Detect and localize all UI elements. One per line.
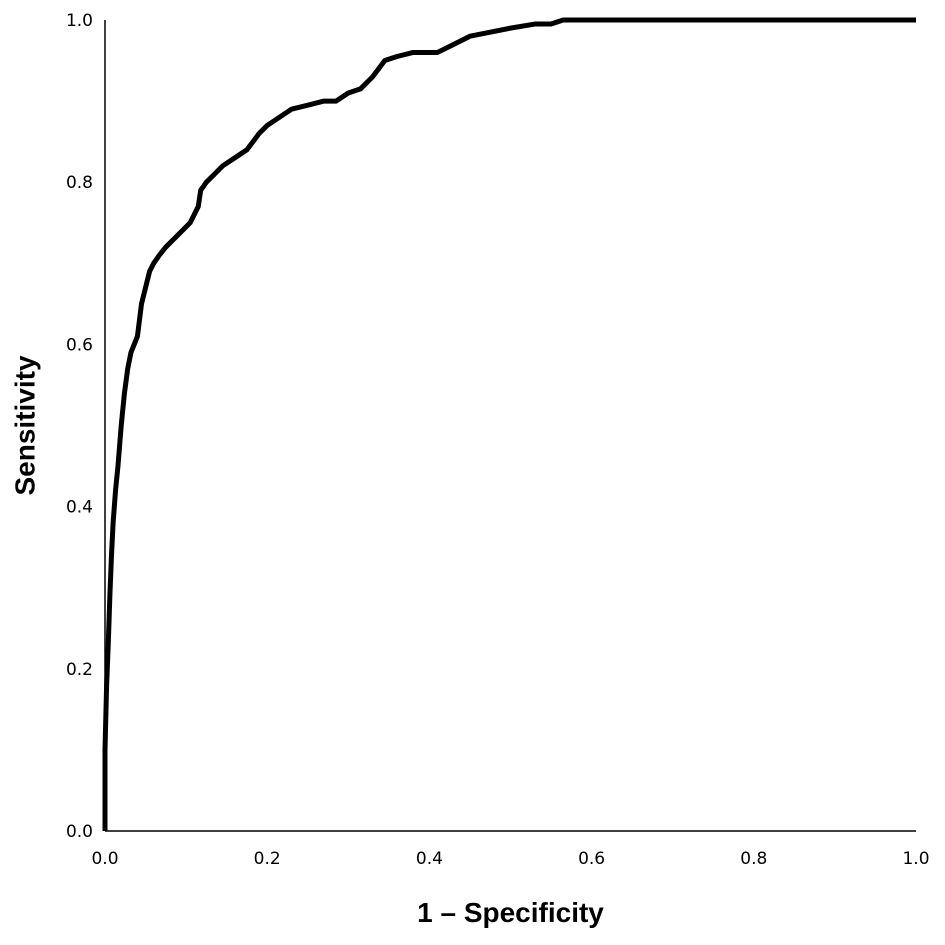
- y-tick-label: 0.8: [66, 173, 93, 193]
- x-tick-label: 0.6: [578, 849, 605, 869]
- y-tick-label: 0.4: [66, 498, 93, 518]
- x-tick-label: 0.0: [91, 849, 118, 869]
- x-tick-label: 0.2: [254, 849, 281, 869]
- x-tick-labels: 0.0 0.2 0.4 0.6 0.8 1.0: [91, 849, 929, 869]
- x-axis-title: 1 – Specificity: [417, 897, 604, 928]
- x-tick-label: 0.4: [416, 849, 443, 869]
- series-lines: [102, 17, 916, 831]
- y-tick-label: 0.6: [66, 335, 93, 355]
- y-tick-label: 0.0: [66, 822, 93, 842]
- axes: [104, 20, 916, 832]
- x-tick-label: 0.8: [740, 849, 767, 869]
- y-tick-label: 1.0: [66, 11, 93, 31]
- y-tick-label: 0.2: [66, 660, 93, 680]
- y-tick-labels: 0.0 0.2 0.4 0.6 0.8 1.0: [66, 11, 93, 842]
- roc-curve: [102, 17, 916, 831]
- x-tick-label: 1.0: [902, 849, 929, 869]
- y-axis-title: Sensitivity: [9, 355, 40, 495]
